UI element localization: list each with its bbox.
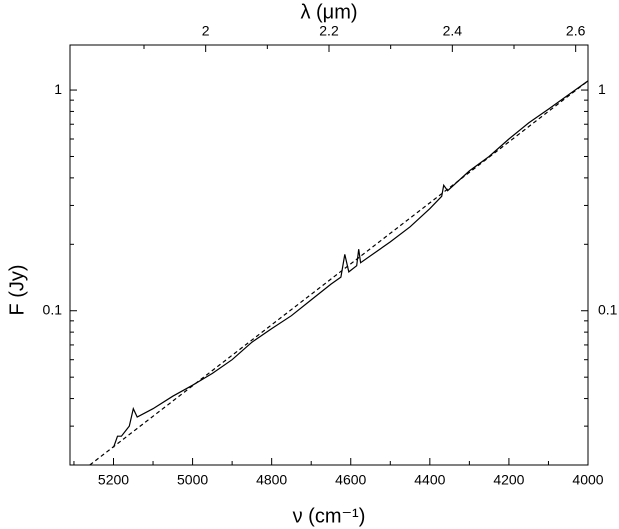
plot-frame [69, 44, 589, 466]
fit-line [89, 80, 589, 466]
x2-tick-label: 2.4 [443, 23, 463, 39]
x2-axis-label: λ (μm) [300, 1, 357, 23]
y-tick-label-right: 1 [598, 81, 606, 97]
y-tick-label-right: 0.1 [598, 301, 618, 317]
x2-tick-label: 2.2 [319, 23, 339, 39]
x-tick-label: 5200 [98, 472, 129, 488]
x-tick-label: 4200 [493, 472, 524, 488]
y-tick-label: 1 [54, 81, 62, 97]
x2-tick-label: 2 [202, 23, 210, 39]
x-tick-label: 5000 [177, 472, 208, 488]
x-tick-label: 4600 [335, 472, 366, 488]
x-tick-label: 4800 [256, 472, 287, 488]
x-tick-label: 4000 [572, 472, 603, 488]
x2-tick-label: 2.6 [566, 23, 586, 39]
x-axis-label: ν (cm⁻¹) [293, 505, 366, 527]
y-axis-label: F (Jy) [6, 264, 28, 315]
x-tick-label: 4400 [414, 472, 445, 488]
spectrum-line [112, 80, 589, 448]
y-tick-label: 0.1 [43, 301, 63, 317]
